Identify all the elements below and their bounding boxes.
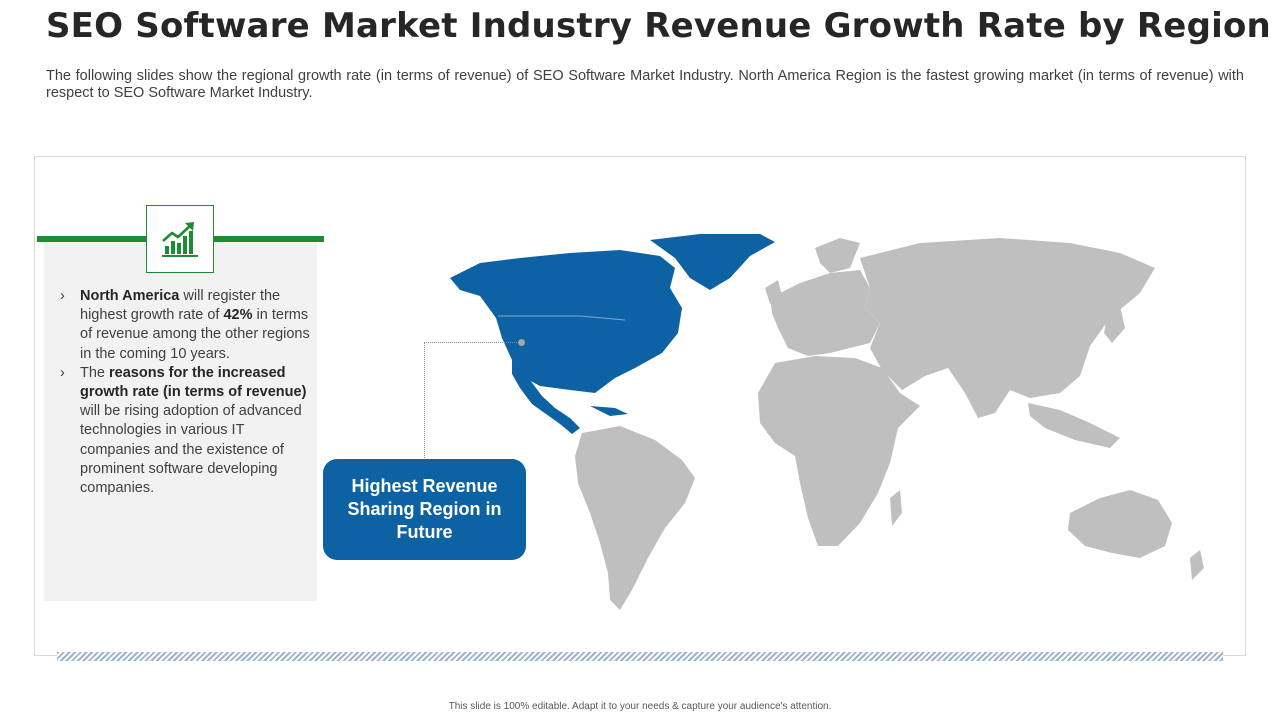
map-region-europe <box>770 270 880 356</box>
bullet-emphasis: reasons for the increased growth rate (i… <box>80 364 307 401</box>
callout-leader-dot <box>518 339 525 346</box>
bullet-arrow: › <box>60 288 65 304</box>
map-region-africa <box>758 356 920 546</box>
bullet-growth-reasons: › The reasons for the increased growth r… <box>60 364 310 498</box>
highest-revenue-callout: Highest Revenue Sharing Region in Future <box>323 459 526 560</box>
map-region-southeast-asia <box>1028 403 1120 448</box>
map-region-north-america <box>450 250 682 393</box>
map-region-caribbean <box>590 406 628 416</box>
bullet-text: in terms of revenue among the other regi… <box>80 307 310 362</box>
bullet-text: will register the highest growth rate of <box>80 288 281 324</box>
map-region-south-america <box>575 426 695 610</box>
growth-chart-icon-box <box>146 205 214 273</box>
bullet-arrow: › <box>60 364 65 381</box>
hatched-divider <box>57 652 1223 661</box>
map-region-greenland <box>650 234 775 290</box>
world-map <box>450 234 1204 610</box>
map-border-us-canada <box>498 315 626 321</box>
map-region-central-america <box>512 360 580 434</box>
page-subtitle: The following slides show the regional g… <box>46 68 1244 101</box>
bullet-region-name: North America <box>80 288 180 304</box>
growth-rate-value: 42% <box>223 307 253 324</box>
bullet-list: › North America will register the highes… <box>60 287 310 498</box>
bullet-text: will be rising adoption of advanced tech… <box>80 403 302 497</box>
text-panel <box>44 241 317 601</box>
growth-chart-icon <box>162 222 198 257</box>
callout-label: Highest Revenue Sharing Region in Future <box>347 476 502 542</box>
map-region-asia <box>860 238 1155 418</box>
map-region-australia <box>1068 490 1172 558</box>
callout-leader-horizontal <box>424 342 521 343</box>
bullet-text: The <box>80 364 110 381</box>
map-region-madagascar <box>890 490 902 526</box>
footer-note: This slide is 100% editable. Adapt it to… <box>448 701 832 712</box>
map-region-british-isles <box>765 280 782 304</box>
map-region-new-zealand <box>1190 550 1204 580</box>
callout-leader-vertical <box>424 342 425 460</box>
map-region-scandinavia <box>815 238 860 273</box>
map-region-japan <box>1104 306 1125 343</box>
bullet-north-america-growth: › North America will register the highes… <box>60 287 310 364</box>
page-title: SEO Software Market Industry Revenue Gro… <box>46 6 1271 46</box>
